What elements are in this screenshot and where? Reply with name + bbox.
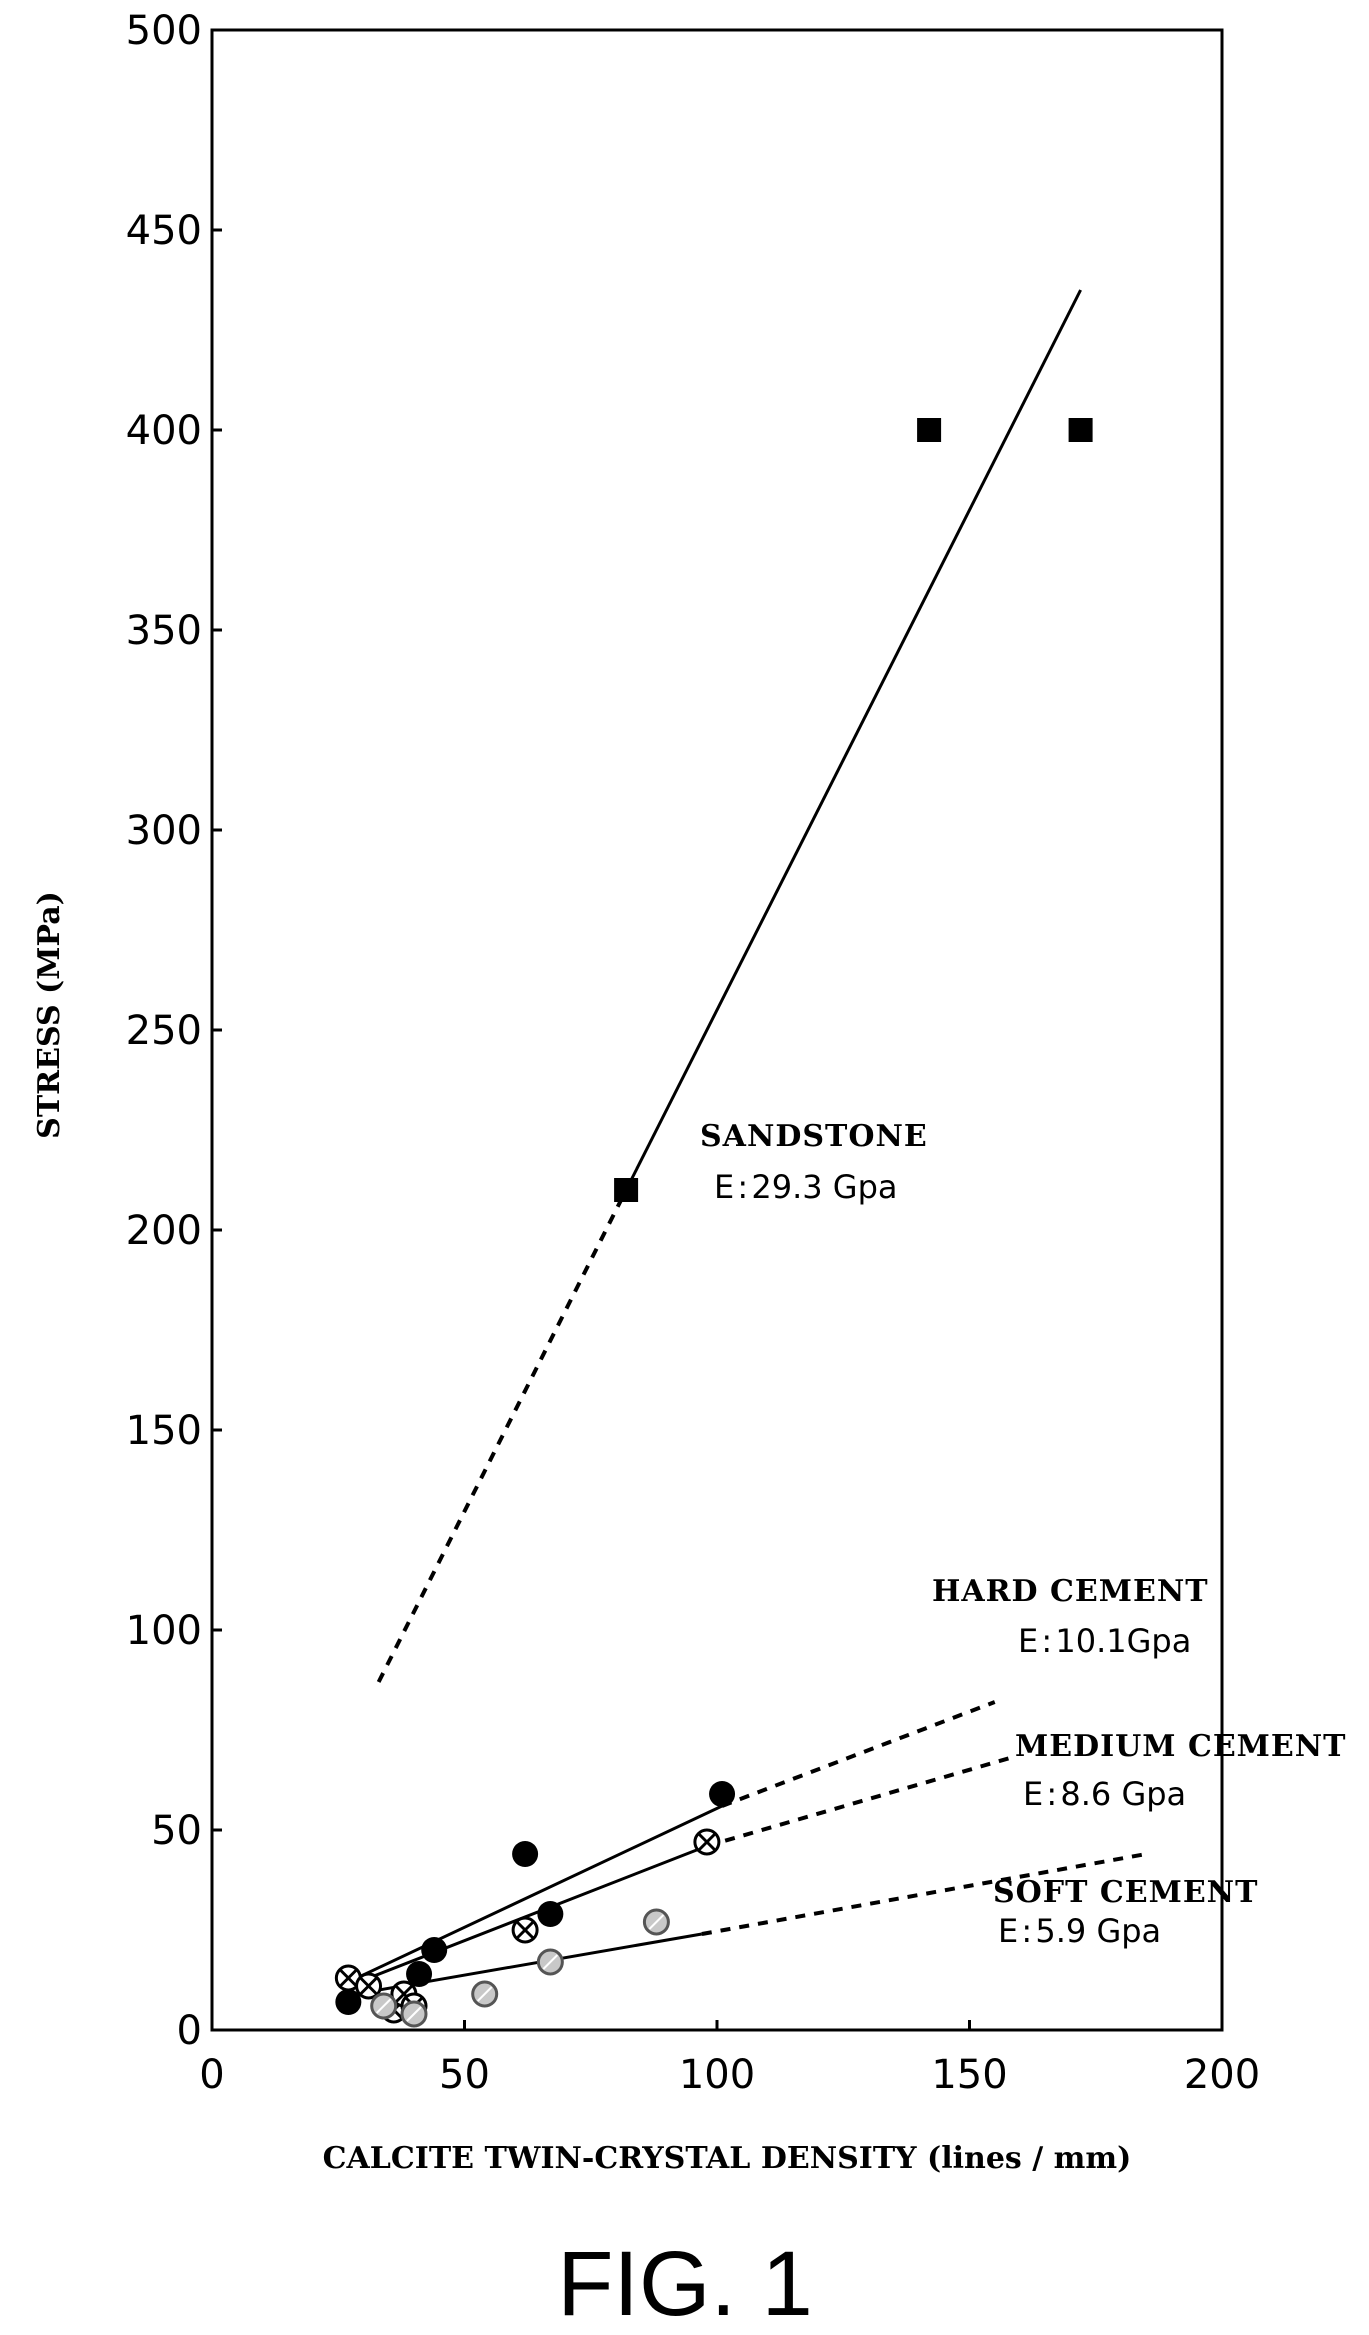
axes: 0 50 100 150 200 250 300 350 400 450 500 0 50 100 150 2… bbox=[126, 8, 1261, 2098]
y-tick-label: 250 bbox=[126, 1008, 202, 1054]
y-tick-label: 100 bbox=[126, 1608, 202, 1654]
medium-cement-modulus: E : 8.6 Gpa bbox=[1023, 1775, 1186, 1813]
medium-cement-fit-solid bbox=[347, 1844, 708, 1988]
sandstone-point bbox=[1068, 418, 1093, 442]
medium-cement-point bbox=[511, 1916, 539, 1944]
x-tick-label: 100 bbox=[679, 2052, 755, 2098]
y-tick-label: 400 bbox=[126, 408, 202, 454]
soft-cement-point bbox=[642, 1908, 670, 1936]
y-tick-label: 450 bbox=[126, 208, 202, 254]
medium-cement-point bbox=[334, 1964, 362, 1992]
x-tick-label: 150 bbox=[931, 2052, 1007, 2098]
medium-cement-fit-extrapolated bbox=[706, 1756, 1011, 1848]
y-tick-label: 150 bbox=[126, 1408, 202, 1454]
hard-cement-point bbox=[335, 1989, 362, 2015]
y-tick-label: 200 bbox=[126, 1208, 202, 1254]
y-tick-label: 500 bbox=[126, 8, 202, 54]
soft-cement-label: SOFT CEMENT bbox=[993, 1875, 1258, 1910]
x-tick-label: 200 bbox=[1184, 2052, 1260, 2098]
soft-cement-point bbox=[370, 1992, 398, 2020]
sandstone-fit-solid bbox=[624, 289, 1082, 1191]
hard-cement-point bbox=[512, 1841, 539, 1867]
y-tick-label: 0 bbox=[177, 2008, 202, 2054]
hard-cement-fit-solid bbox=[347, 1804, 723, 1984]
medium-cement-point bbox=[693, 1828, 721, 1856]
soft-cement-point bbox=[400, 2000, 428, 2028]
y-axis-title: STRESS (MPa) bbox=[32, 891, 67, 1139]
sandstone-modulus: E : 29.3 Gpa bbox=[714, 1168, 898, 1206]
hard-cement-point bbox=[537, 1901, 564, 1927]
data-points bbox=[334, 418, 1093, 2028]
hard-cement-point bbox=[421, 1937, 448, 1963]
sandstone-label: SANDSTONE bbox=[700, 1119, 928, 1154]
sandstone-point bbox=[917, 418, 942, 442]
hard-cement-label: HARD CEMENT bbox=[932, 1574, 1209, 1609]
hard-cement-point bbox=[406, 1961, 433, 1987]
soft-cement-point bbox=[471, 1980, 499, 2008]
x-tick-label: 0 bbox=[199, 2052, 224, 2098]
y-tick-label: 350 bbox=[126, 608, 202, 654]
hard-cement-modulus: E : 10.1Gpa bbox=[1018, 1622, 1191, 1660]
hard-cement-point bbox=[709, 1781, 736, 1807]
hard-cement-fit-extrapolated bbox=[721, 1700, 996, 1808]
x-tick-label: 50 bbox=[439, 2052, 490, 2098]
y-tick-label: 300 bbox=[126, 808, 202, 854]
medium-cement-point bbox=[355, 1972, 383, 2000]
medium-cement-label: MEDIUM CEMENT bbox=[1015, 1729, 1347, 1764]
y-tick-label: 50 bbox=[151, 1808, 202, 1854]
sandstone-point bbox=[614, 1178, 639, 1202]
x-axis-title: CALCITE TWIN-CRYSTAL DENSITY (lines / mm… bbox=[323, 2141, 1132, 2176]
figure-label: FIG. 1 bbox=[557, 2233, 813, 2335]
soft-cement-point bbox=[536, 1948, 564, 1976]
soft-cement-modulus: E : 5.9 Gpa bbox=[998, 1912, 1161, 1950]
sandstone-fit-extrapolated bbox=[376, 1189, 628, 1683]
